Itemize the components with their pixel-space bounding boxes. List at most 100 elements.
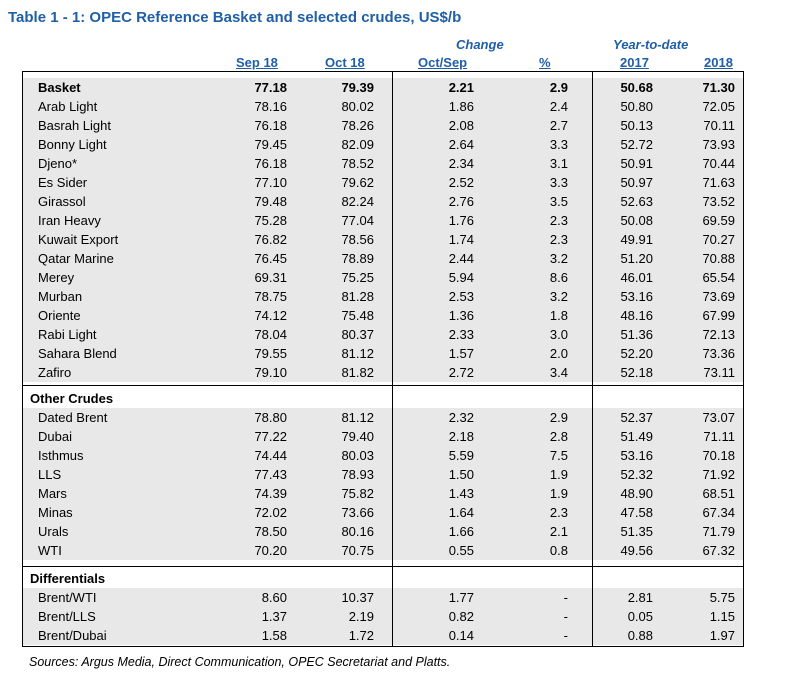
- cell-sep: 76.45: [254, 251, 287, 266]
- cell-oct: 81.82: [341, 365, 374, 380]
- row-name: Basrah Light: [38, 118, 111, 133]
- cell-y17: 51.49: [620, 429, 653, 444]
- cell-pct: 0.8: [549, 543, 568, 558]
- table-row: Kuwait Export 76.82 78.56 1.74 2.3 49.91 70.27: [22, 230, 744, 249]
- header-percent: %: [539, 55, 551, 70]
- cell-y18: 65.54: [702, 270, 735, 285]
- row-name: Mars: [38, 486, 67, 501]
- cell-chg: 1.50: [448, 467, 474, 482]
- table-row: Djeno* 76.18 78.52 2.34 3.1 50.91 70.44: [22, 154, 744, 173]
- cell-pct: 3.2: [549, 251, 568, 266]
- cell-sep: 69.31: [254, 270, 287, 285]
- table-row: LLS 77.43 78.93 1.50 1.9 52.32 71.92: [22, 465, 744, 484]
- table-row: Dated Brent 78.80 81.12 2.32 2.9 52.37 73.07: [22, 408, 744, 427]
- table-row: Murban 78.75 81.28 2.53 3.2 53.16 73.69: [22, 287, 744, 306]
- table-row: WTI 70.20 70.75 0.55 0.8 49.56 67.32: [22, 541, 744, 560]
- cell-pct: 2.8: [549, 429, 568, 444]
- cell-oct: 10.37: [341, 590, 374, 605]
- cell-sep: 78.80: [254, 410, 287, 425]
- cell-pct: 2.3: [549, 232, 568, 247]
- cell-y17: 52.72: [620, 137, 653, 152]
- cell-chg: 2.52: [448, 175, 474, 190]
- cell-sep: 75.28: [254, 213, 287, 228]
- header-change: Change: [456, 37, 504, 52]
- cell-y18: 69.59: [702, 213, 735, 228]
- cell-y17: 46.01: [620, 270, 653, 285]
- table-row: Mars 74.39 75.82 1.43 1.9 48.90 68.51: [22, 484, 744, 503]
- cell-y17: 0.88: [627, 628, 653, 643]
- cell-y17: 53.16: [620, 289, 653, 304]
- cell-oct: 82.24: [341, 194, 374, 209]
- cell-sep: 74.44: [254, 448, 287, 463]
- cell-y18: 73.69: [702, 289, 735, 304]
- cell-pct: 3.3: [549, 175, 568, 190]
- cell-sep: 79.48: [254, 194, 287, 209]
- row-name: Oriente: [38, 308, 81, 323]
- cell-oct: 75.82: [341, 486, 374, 501]
- cell-y18: 1.15: [709, 609, 735, 624]
- row-name: Brent/LLS: [38, 609, 96, 624]
- table-row: Sahara Blend 79.55 81.12 1.57 2.0 52.20 73.36: [22, 344, 744, 363]
- table-row: Minas 72.02 73.66 1.64 2.3 47.58 67.34: [22, 503, 744, 522]
- row-name: Brent/WTI: [38, 590, 97, 605]
- row-name: Zafiro: [38, 365, 72, 380]
- row-name: Arab Light: [38, 99, 98, 114]
- row-name: Qatar Marine: [38, 251, 114, 266]
- cell-oct: 80.37: [341, 327, 374, 342]
- cell-sep: 8.60: [261, 590, 287, 605]
- cell-y18: 72.05: [702, 99, 735, 114]
- cell-sep: 79.55: [254, 346, 287, 361]
- row-name: Bonny Light: [38, 137, 107, 152]
- cell-chg: 2.08: [448, 118, 474, 133]
- cell-y17: 0.05: [627, 609, 653, 624]
- cell-y18: 73.93: [702, 137, 735, 152]
- cell-y18: 70.11: [703, 118, 735, 133]
- cell-chg: 1.86: [448, 99, 474, 114]
- cell-sep: 78.16: [254, 99, 287, 114]
- cell-sep: 76.18: [254, 156, 287, 171]
- cell-oct: 81.12: [341, 410, 374, 425]
- cell-y17: 49.56: [620, 543, 653, 558]
- cell-y18: 70.18: [702, 448, 735, 463]
- row-name: Murban: [38, 289, 83, 304]
- section-divider-diff: [22, 566, 744, 567]
- cell-sep: 70.20: [254, 543, 287, 558]
- cell-y18: 73.52: [702, 194, 735, 209]
- row-name: Iran Heavy: [38, 213, 101, 228]
- cell-y18: 70.88: [702, 251, 735, 266]
- cell-chg: 2.34: [448, 156, 474, 171]
- cell-sep: 77.22: [254, 429, 287, 444]
- header-ytd: Year-to-date: [613, 37, 689, 52]
- table-row: Isthmus 74.44 80.03 5.59 7.5 53.16 70.18: [22, 446, 744, 465]
- cell-y17: 50.91: [620, 156, 653, 171]
- source-note: Sources: Argus Media, Direct Communicati…: [29, 655, 451, 669]
- cell-sep: 76.18: [254, 118, 287, 133]
- cell-oct: 75.48: [341, 308, 374, 323]
- row-name: Brent/Dubai: [38, 628, 107, 643]
- cell-oct: 78.52: [341, 156, 374, 171]
- cell-chg: 1.64: [448, 505, 474, 520]
- cell-y17: 51.36: [620, 327, 653, 342]
- cell-chg: 0.14: [448, 628, 474, 643]
- cell-oct: 78.93: [341, 467, 374, 482]
- cell-y18: 5.75: [709, 590, 735, 605]
- row-name: LLS: [38, 467, 62, 482]
- table-row: Basrah Light 76.18 78.26 2.08 2.7 50.13 70.11: [22, 116, 744, 135]
- cell-pct: 3.5: [549, 194, 568, 209]
- cell-chg: 1.36: [448, 308, 474, 323]
- table-row: Es Sider 77.10 79.62 2.52 3.3 50.97 71.63: [22, 173, 744, 192]
- cell-y17: 50.08: [620, 213, 653, 228]
- row-name: Basket: [38, 80, 81, 95]
- table-row: Dubai 77.22 79.40 2.18 2.8 51.49 71.11: [22, 427, 744, 446]
- cell-pct: 2.7: [549, 118, 568, 133]
- table-row: Rabi Light 78.04 80.37 2.33 3.0 51.36 72.13: [22, 325, 744, 344]
- cell-oct: 78.89: [341, 251, 374, 266]
- cell-pct: 3.3: [549, 137, 568, 152]
- cell-y17: 52.32: [620, 467, 653, 482]
- table-frame: [22, 71, 744, 647]
- cell-pct: 3.4: [549, 365, 568, 380]
- cell-y18: 70.27: [702, 232, 735, 247]
- cell-chg: 2.32: [448, 410, 474, 425]
- section-label: Differentials: [30, 571, 106, 586]
- section-header: Differentials: [22, 569, 744, 588]
